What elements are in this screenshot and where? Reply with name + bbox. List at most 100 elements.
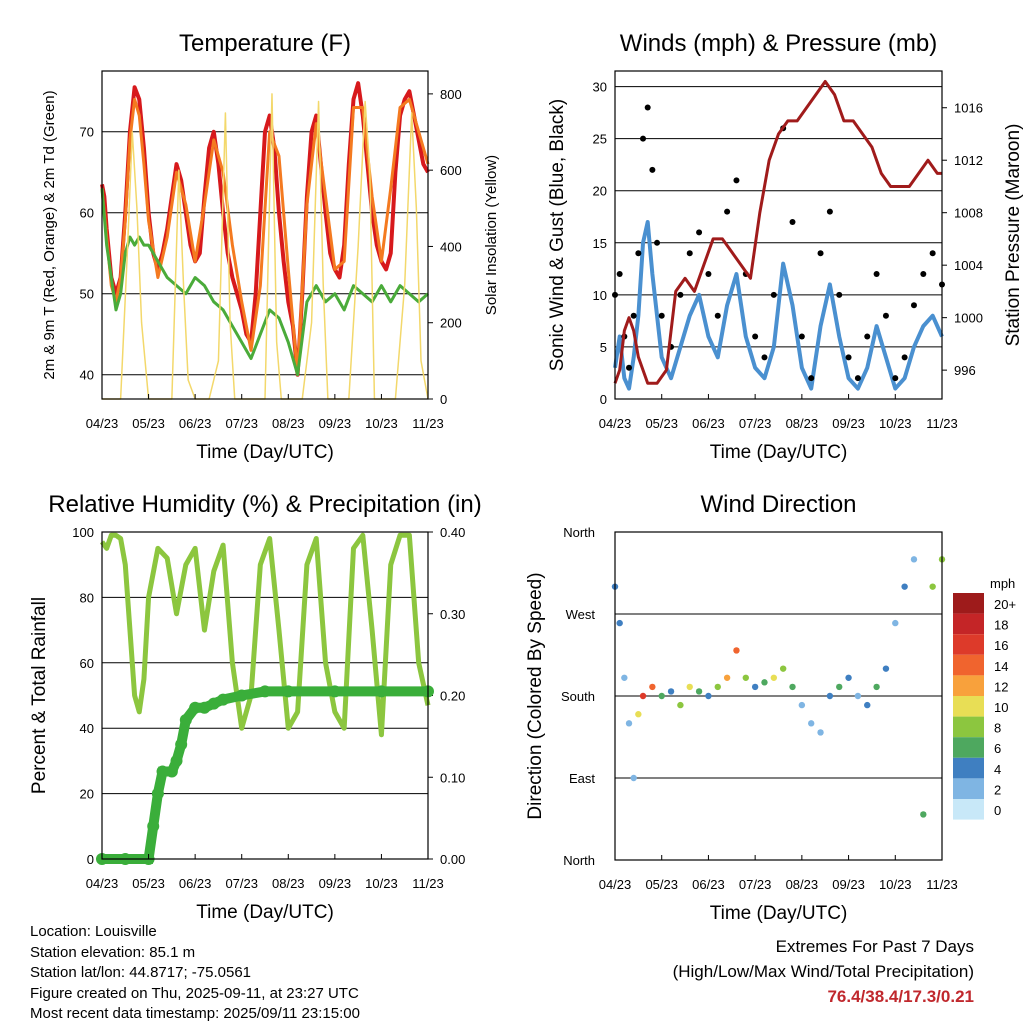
winds-pressure-panel: Winds (mph) & Pressure (mb) 0 5 10 15 20 25 30 9… [547, 30, 1024, 463]
y-right-tick-label: 1016 [954, 101, 983, 116]
legend-swatch [953, 778, 984, 799]
gust-point [644, 104, 651, 111]
gust-point [910, 302, 917, 309]
legend-title: mph [990, 576, 1015, 591]
x-tick-label: 06/23 [179, 876, 212, 891]
y-tick-label: 20 [593, 184, 607, 199]
y-tick-label: 40 [80, 721, 94, 736]
gust-point [733, 177, 740, 184]
gust-point [882, 312, 889, 319]
legend-label: 2 [994, 782, 1001, 797]
wdir-point [789, 683, 796, 691]
wdir-point [742, 674, 749, 681]
legend-label: 20+ [994, 597, 1016, 612]
x-tick-label: 05/23 [132, 876, 165, 891]
wdir-point [714, 683, 721, 691]
wdir-point [892, 619, 899, 627]
extremes-box: Extremes For Past 7 Days (High/Low/Max W… [673, 934, 974, 1009]
wdir-point [882, 665, 890, 672]
legend-label: 8 [994, 721, 1001, 736]
wdir-point [864, 701, 871, 709]
gust-point [752, 333, 759, 340]
x-tick-label: 08/23 [272, 876, 305, 891]
wdir-point [901, 583, 908, 590]
x-tick-label: 04/23 [599, 416, 632, 431]
y-tick-label: 5 [600, 340, 607, 355]
wdir-point [854, 692, 862, 700]
legend-label: 16 [994, 638, 1008, 653]
legend-swatch [953, 737, 984, 758]
legend-swatch [953, 696, 984, 717]
wdir-point [686, 683, 693, 691]
y-right-tick-label: 1008 [954, 206, 983, 221]
wdir-point [836, 683, 843, 691]
dewpoint-line [100, 188, 429, 377]
gust-point [789, 218, 796, 225]
y-right-tick-label: 1004 [954, 258, 983, 273]
wdir-point [845, 674, 852, 681]
temperature-panel: Temperature (F) 40 50 60 70 0 200 400 600 800 04/2… [41, 30, 500, 463]
legend-label: 6 [994, 741, 1001, 756]
x-tick-label: 07/23 [739, 416, 772, 431]
chart-title: Relative Humidity (%) & Precipitation (i… [48, 491, 481, 518]
x-tick-label: 11/23 [412, 416, 444, 431]
y-tick-label: 50 [80, 287, 94, 302]
wdir-point [761, 679, 768, 686]
elevation-text: Station elevation: 85.1 m [30, 943, 196, 961]
wdir-point [808, 720, 815, 727]
y-right-tick-label: 600 [440, 163, 462, 178]
y-tick-label: North [563, 525, 595, 540]
gust-point [808, 375, 815, 382]
x-tick-label: 09/23 [319, 876, 352, 891]
wdir-point [621, 674, 628, 681]
wdir-point [770, 674, 778, 681]
x-tick-label: 10/23 [879, 877, 912, 892]
gust-point [770, 291, 777, 298]
y-right-tick-label: 0.10 [440, 770, 465, 785]
wdir-point [616, 619, 623, 627]
gust-point [635, 250, 642, 257]
gust-point [920, 271, 927, 278]
y-axis-label: Percent & Total Rainfall [29, 597, 50, 794]
gust-point [626, 364, 633, 371]
gust-point [654, 239, 661, 246]
wdir-point [873, 683, 880, 691]
gust-point [616, 271, 623, 278]
wdir-point [723, 674, 731, 681]
gust-point [854, 375, 861, 382]
x-tick-label: 11/23 [412, 876, 444, 891]
wdir-point [920, 811, 927, 818]
y-tick-label: West [566, 607, 596, 622]
precip-line [102, 686, 428, 864]
wdir-point [817, 729, 824, 736]
wind-line [613, 219, 944, 391]
y-tick-label: North [563, 853, 595, 868]
legend-swatch [953, 613, 984, 635]
recent-data-text: Most recent data timestamp: 2025/09/11 2… [30, 1005, 360, 1022]
extremes-subtitle: (High/Low/Max Wind/Total Precipitation) [672, 962, 974, 981]
gust-point [640, 135, 647, 142]
x-tick-label: 05/23 [132, 416, 165, 431]
x-tick-label: 08/23 [786, 877, 819, 892]
plot-frame [614, 531, 943, 861]
y-axis-label: 2m & 9m T (Red, Orange) & 2m Td (Green) [41, 90, 58, 379]
y-right-axis-label: Solar Insolation (Yellow) [483, 155, 500, 315]
chart-title: Wind Direction [700, 491, 856, 518]
legend-swatch [953, 654, 984, 676]
legend-label: 10 [994, 700, 1008, 715]
y-tick-label: 70 [80, 125, 94, 140]
x-tick-label: 10/23 [365, 876, 398, 891]
y-tick-label: 25 [593, 132, 607, 147]
y-right-tick-label: 0 [440, 392, 447, 407]
wdir-point [677, 701, 684, 709]
station-info: Location: Louisville Station elevation: … [30, 922, 360, 1025]
x-tick-label: 06/23 [692, 877, 725, 892]
wdir-point [649, 683, 656, 691]
y-tick-label: 15 [593, 236, 607, 251]
gust-point [686, 250, 693, 257]
gust-point [901, 354, 908, 361]
gust-point [761, 354, 768, 361]
x-tick-label: 06/23 [179, 416, 212, 431]
gust-point [696, 229, 703, 236]
